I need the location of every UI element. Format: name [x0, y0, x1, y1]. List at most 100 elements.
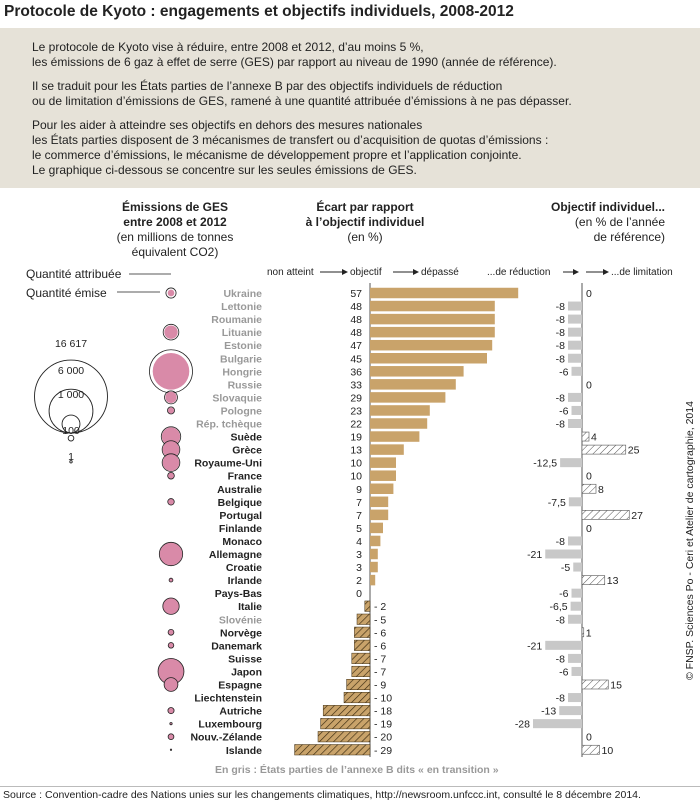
objectif-value: 8	[598, 484, 604, 496]
country-label: Japon	[231, 666, 262, 678]
objectif-value: 0	[586, 732, 592, 744]
intro-panel: Le protocole de Kyoto vise à réduire, en…	[0, 28, 700, 188]
emitted-circle	[164, 325, 178, 339]
copyright: © FNSP. Sciences Po - Ceri et Atelier de…	[684, 401, 696, 680]
objectif-value: -13	[541, 706, 556, 718]
ecart-value: 57	[350, 288, 362, 300]
ecart-bar-negative	[354, 639, 371, 651]
country-label: Royaume-Uni	[194, 458, 262, 470]
attributed-circle	[165, 287, 177, 299]
country-label: Suisse	[228, 653, 262, 665]
ecart-value: 45	[350, 353, 362, 365]
objectif-value: -8	[556, 327, 565, 339]
objectif-value: -12,5	[533, 458, 557, 470]
country-label: Australie	[217, 484, 262, 496]
country-label: Lituanie	[222, 327, 262, 339]
country-label: Slovaquie	[212, 392, 262, 404]
objectif-value: -6	[559, 366, 568, 378]
ecart-value: 29	[350, 392, 362, 404]
ecart-value: - 6	[374, 627, 386, 639]
objectif-value: 25	[628, 445, 640, 457]
objectif-value: 0	[586, 471, 592, 483]
emissions-header-line1: Émissions de GES	[121, 200, 229, 214]
ecart-bar-negative	[320, 718, 371, 730]
ecart-value: 19	[350, 432, 362, 444]
ecart-bar-negative	[356, 613, 371, 625]
ecart-bar-negative	[317, 731, 371, 743]
ecart-value: - 9	[374, 680, 386, 692]
ecart-bar-negative	[354, 626, 371, 638]
objectif-value: -8	[556, 353, 565, 365]
objectif-value: 27	[631, 510, 643, 522]
emitted-circle	[162, 454, 180, 471]
objectif-header-line3: de référence)	[593, 230, 665, 244]
country-label: Irlande	[228, 575, 263, 587]
objectif-reduction-bar	[568, 392, 582, 402]
ecart-value: - 10	[374, 693, 392, 705]
objectif-value: 1	[586, 627, 592, 639]
objectif-reduction-bar	[545, 640, 582, 650]
ecart-value: 48	[350, 327, 362, 339]
objectif-reduction-bar	[571, 666, 582, 676]
intro-line: Il se traduit pour les États parties de …	[32, 79, 503, 93]
ecart-value: 23	[350, 405, 362, 417]
country-label: Autriche	[219, 706, 262, 718]
objectif-limitation-bar	[581, 431, 590, 442]
ecart-bar	[370, 300, 495, 312]
attributed-circle	[162, 323, 180, 341]
emissions-header-line4: équivalent CO2)	[131, 245, 219, 259]
ecart-bar	[370, 392, 446, 403]
transition-note: En gris : États parties de l’annexe B di…	[215, 764, 499, 776]
emitted-circle	[168, 629, 174, 636]
country-label: Allemagne	[209, 549, 262, 561]
ecart-value: 7	[356, 510, 362, 522]
ecart-value: 3	[356, 549, 362, 561]
ecart-bar	[370, 522, 383, 534]
emissions-header-line2: entre 2008 et 2012	[123, 215, 227, 229]
size-legend-circle	[61, 414, 81, 434]
ecart-value: - 19	[374, 719, 392, 731]
size-legend-circle	[69, 460, 73, 464]
objectif-value: 0	[586, 379, 592, 391]
ecart-value: 13	[350, 445, 362, 457]
ecart-value: 3	[356, 562, 362, 574]
emitted-circle	[167, 733, 175, 740]
axis-label-objectif: objectif	[350, 267, 382, 278]
country-label: Pologne	[221, 405, 263, 417]
ecart-value: 10	[350, 458, 362, 470]
intro-line: les émissions de 6 gaz à effet de serre …	[32, 55, 557, 69]
size-label-1: 1	[68, 451, 74, 463]
emitted-circle	[167, 407, 175, 414]
objectif-value: 4	[591, 432, 597, 444]
attributed-circle	[167, 629, 175, 636]
emitted-circle	[159, 542, 183, 566]
objectif-value: -6,5	[550, 601, 568, 613]
ecart-value: 2	[356, 575, 362, 587]
objectif-value: -28	[515, 719, 530, 731]
country-label: Rép. tchèque	[196, 419, 262, 431]
ecart-value: - 2	[374, 601, 386, 613]
objectif-value: 13	[607, 575, 619, 587]
ecart-value: - 7	[374, 653, 386, 665]
ecart-bar	[370, 379, 456, 390]
ecart-value: - 6	[374, 640, 386, 652]
ecart-bar-negative	[322, 705, 371, 717]
ecart-value: 7	[356, 497, 362, 509]
ecart-value: 47	[350, 340, 362, 352]
ecart-bar	[370, 313, 495, 325]
ecart-value: 33	[350, 379, 362, 391]
objectif-value: -8	[556, 314, 565, 326]
ecart-value: 10	[350, 471, 362, 483]
attributed-circle	[164, 390, 178, 405]
ecart-bar	[370, 574, 376, 586]
country-label: Danemark	[211, 640, 262, 652]
objectif-value: 0	[586, 288, 592, 300]
objectif-value: -8	[556, 693, 565, 705]
emitted-circle	[168, 642, 174, 649]
objectif-value: -8	[556, 392, 565, 404]
ecart-header-line1: Écart par rapport	[316, 200, 414, 214]
size-label-1000: 1 000	[57, 389, 85, 401]
ecart-bar	[370, 353, 487, 364]
country-label: Slovénie	[219, 614, 262, 626]
